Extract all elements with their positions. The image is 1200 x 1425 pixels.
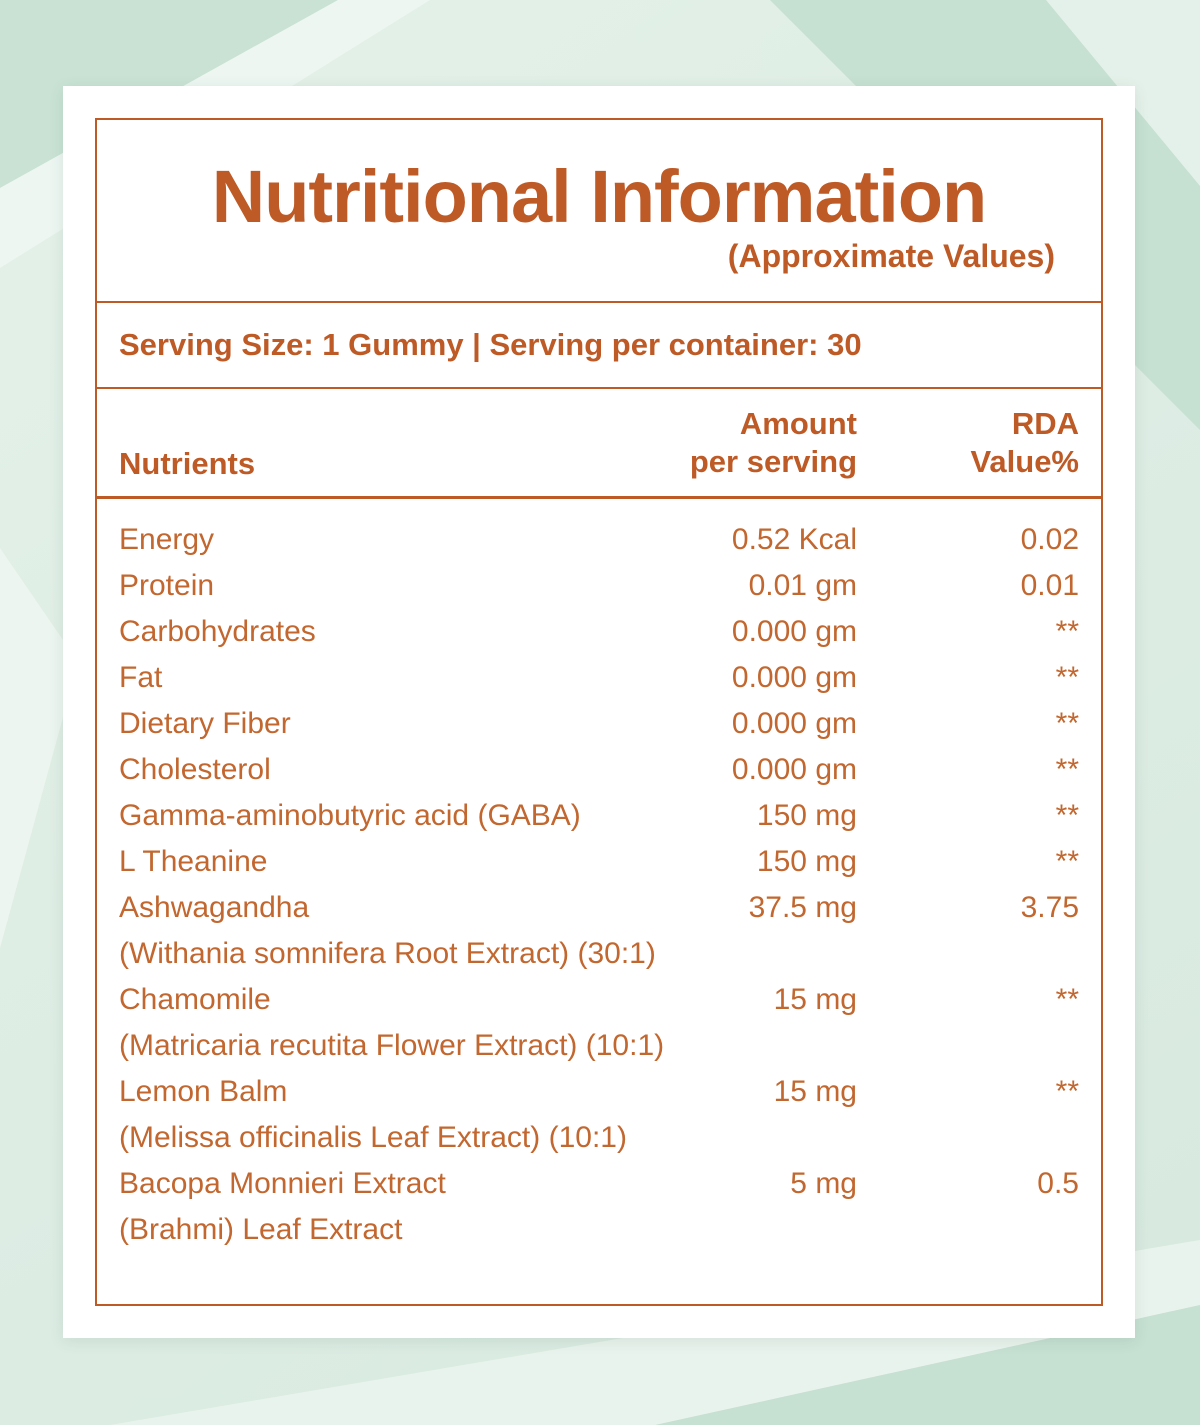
nutrient-name: Energy (119, 523, 215, 557)
nutrient-amount: 5 mg (790, 1167, 857, 1201)
header-rda-line1: RDA (1011, 405, 1079, 441)
label-border-box: Nutritional Information (Approximate Val… (95, 118, 1103, 1306)
nutrient-amount: 0.000 gm (731, 661, 857, 695)
page-title: Nutritional Information (211, 155, 988, 238)
nutrient-rda: 0.5 (1037, 1167, 1079, 1201)
nutrient-name: (Matricaria recutita Flower Extract) (10… (119, 1029, 665, 1063)
nutrient-amount: 37.5 mg (748, 891, 857, 925)
header-amount-line2: per serving (689, 444, 857, 480)
nutrient-rda (857, 1207, 1079, 1253)
serving-info-block: Serving Size: 1 Gummy | Serving per cont… (97, 303, 1101, 389)
nutrient-name: Ashwagandha (119, 891, 310, 925)
approximate-values-subtitle: (Approximate Values) (727, 237, 1055, 274)
nutrient-rda: 0.01 (1020, 569, 1079, 603)
nutrient-row: L Theanine 150 mg ** (119, 839, 1079, 885)
nutrient-amount: 0.000 gm (731, 707, 857, 741)
nutrient-row: (Brahmi) Leaf Extract (119, 1207, 1079, 1253)
nutrient-amount: 150 mg (756, 799, 857, 833)
nutrient-row: Chamomile 15 mg ** (119, 977, 1079, 1023)
nutrient-rda (877, 1115, 1099, 1161)
nutrient-amount: 0.000 gm (731, 753, 857, 787)
nutrient-row: Cholesterol 0.000 gm ** (119, 747, 1079, 793)
nutrient-name: Dietary Fiber (119, 707, 291, 741)
nutrient-rda: ** (1055, 799, 1079, 833)
background-shape-left-light (0, 548, 78, 948)
nutrient-name: (Melissa officinalis Leaf Extract) (10:1… (119, 1121, 627, 1155)
nutrient-name: L Theanine (119, 845, 268, 879)
nutrient-name: Lemon Balm (119, 1075, 288, 1109)
nutrient-row: Dietary Fiber 0.000 gm ** (119, 701, 1079, 747)
nutrient-name: Chamomile (119, 983, 271, 1017)
nutrient-rda: ** (1055, 983, 1079, 1017)
nutrient-name: (Brahmi) Leaf Extract (119, 1213, 403, 1247)
nutrient-amount: 150 mg (756, 845, 857, 879)
nutrient-rda: ** (1055, 661, 1079, 695)
nutrient-rda (914, 1023, 1136, 1069)
title-block: Nutritional Information (Approximate Val… (97, 120, 1101, 303)
nutrient-row: Fat 0.000 gm ** (119, 655, 1079, 701)
nutrient-name: Fat (119, 661, 163, 695)
header-rda-value: RDA Value% (857, 405, 1079, 483)
header-amount-line1: Amount (739, 405, 857, 441)
nutrient-name: Gamma-aminobutyric acid (GABA) (119, 799, 581, 833)
nutrient-row: Lemon Balm 15 mg ** (119, 1069, 1079, 1115)
header-nutrients: Nutrients (119, 446, 256, 482)
nutrient-amount (656, 931, 906, 977)
nutrient-row: Energy 0.52 Kcal 0.02 (119, 517, 1079, 563)
nutrient-rda: ** (1055, 707, 1079, 741)
nutrient-amount: 0.000 gm (731, 615, 857, 649)
nutrient-amount: 0.01 gm (748, 569, 857, 603)
nutrient-rda: ** (1055, 615, 1079, 649)
nutrition-label-card: Nutritional Information (Approximate Val… (63, 86, 1135, 1338)
nutrient-rda (906, 931, 1128, 977)
nutrient-row: (Withania somnifera Root Extract) (30:1) (119, 931, 1079, 977)
nutrient-rda: 0.02 (1020, 523, 1079, 557)
nutrient-amount (607, 1207, 857, 1253)
nutrient-rows: Energy 0.52 Kcal 0.02 Protein 0.01 gm 0.… (97, 499, 1101, 1273)
nutrient-rda: ** (1055, 753, 1079, 787)
nutrient-name: (Withania somnifera Root Extract) (30:1) (119, 937, 656, 971)
nutrient-name: Protein (119, 569, 215, 603)
nutrient-name: Carbohydrates (119, 615, 316, 649)
nutrient-name: Bacopa Monnieri Extract (119, 1167, 446, 1201)
nutrient-row: Carbohydrates 0.000 gm ** (119, 609, 1079, 655)
header-amount-per-serving: Amount per serving (607, 405, 857, 483)
nutrient-row: (Matricaria recutita Flower Extract) (10… (119, 1023, 1079, 1069)
serving-size-line: Serving Size: 1 Gummy | Serving per cont… (119, 326, 862, 362)
nutrient-row: Gamma-aminobutyric acid (GABA) 150 mg ** (119, 793, 1079, 839)
nutrient-rda: 3.75 (1020, 891, 1079, 925)
nutrient-amount (627, 1115, 877, 1161)
nutrient-row: Protein 0.01 gm 0.01 (119, 563, 1079, 609)
header-rda-line2: Value% (970, 444, 1079, 480)
nutrient-rda: ** (1055, 1075, 1079, 1109)
nutrient-name: Cholesterol (119, 753, 271, 787)
nutrient-amount: 0.52 Kcal (731, 523, 857, 557)
nutrient-row: (Melissa officinalis Leaf Extract) (10:1… (119, 1115, 1079, 1161)
nutrient-amount (664, 1023, 914, 1069)
nutrient-rda: ** (1055, 845, 1079, 879)
nutrient-amount: 15 mg (773, 1075, 857, 1109)
nutrient-amount: 15 mg (773, 983, 857, 1017)
nutrient-row: Bacopa Monnieri Extract 5 mg 0.5 (119, 1161, 1079, 1207)
table-header-row: Nutrients Amount per serving RDA Value% (97, 389, 1101, 500)
nutrient-row: Ashwagandha 37.5 mg 3.75 (119, 885, 1079, 931)
